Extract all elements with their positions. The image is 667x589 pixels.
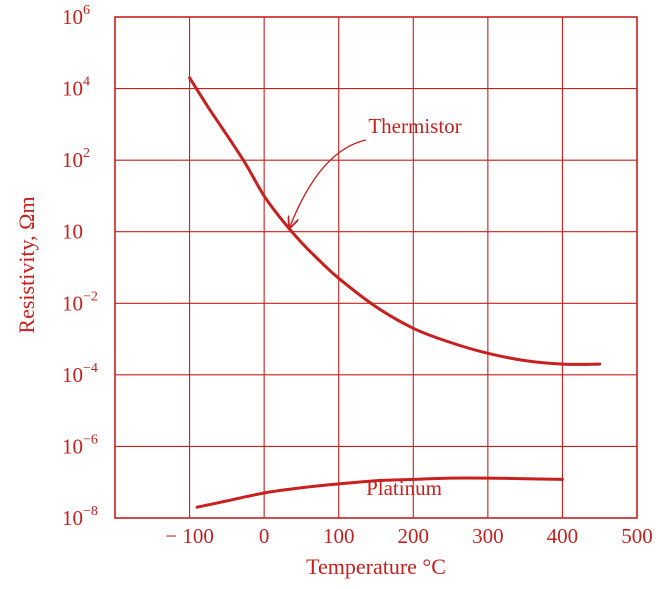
thermistor-arrow: [290, 139, 367, 228]
series-line-thermistor: [188, 76, 602, 366]
x-tick-label: 200: [398, 524, 430, 548]
x-tick-labels: − 100 0 100 200 300 400 500: [165, 524, 652, 548]
x-tick-label: 100: [323, 524, 355, 548]
data-series: [188, 76, 602, 509]
y-axis-title: Resistivity, Ωm: [14, 196, 39, 333]
x-tick-label: 400: [547, 524, 579, 548]
platinum-label: Platinum: [366, 476, 442, 500]
x-tick-label: 500: [621, 524, 653, 548]
x-tick-label: 0: [259, 524, 270, 548]
y-tick-label: 10−6: [62, 432, 98, 458]
plot-border: [114, 16, 638, 519]
x-axis-title: Temperature °C: [306, 554, 446, 579]
x-tick-label: − 100: [165, 524, 214, 548]
series-line-platinum: [195, 476, 564, 509]
y-tick-label: 102: [62, 146, 90, 172]
y-tick-label: 10−8: [62, 504, 98, 530]
thermistor-label: Thermistor: [368, 114, 461, 138]
y-tick-labels: 10−8 10−6 10−4 10−2 10 102 104 106: [62, 3, 98, 530]
y-tick-label: 10−2: [62, 289, 98, 315]
y-tick-label: 104: [62, 75, 90, 101]
y-tick-label: 10−4: [62, 361, 98, 387]
y-tick-label: 106: [62, 3, 90, 29]
y-tick-label: 10: [62, 220, 83, 244]
x-tick-label: 300: [472, 524, 504, 548]
grid-lines: [114, 16, 638, 519]
